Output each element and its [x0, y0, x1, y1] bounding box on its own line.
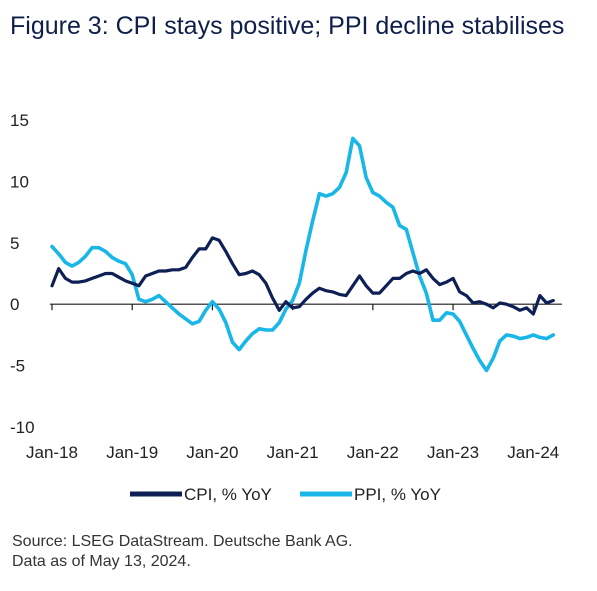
- y-tick-label: -5: [10, 357, 25, 376]
- y-tick-label: 0: [10, 295, 19, 314]
- source-note: Source: LSEG DataStream. Deutsche Bank A…: [12, 532, 353, 572]
- x-tick-marks: [51, 304, 534, 311]
- chart-title: Figure 3: CPI stays positive; PPI declin…: [10, 12, 565, 40]
- series-lines: [50, 136, 556, 373]
- x-tick-label: Jan-21: [267, 443, 319, 462]
- legend: CPI, % YoY PPI, % YoY: [130, 485, 441, 504]
- cpi-series-line: [50, 236, 555, 316]
- y-tick-label: 10: [10, 172, 29, 191]
- legend-item-cpi-label: CPI, % YoY: [184, 485, 272, 504]
- source-line-2: Data as of May 13, 2024.: [12, 553, 191, 570]
- x-tick-labels: Jan-18 Jan-19 Jan-20 Jan-21 Jan-22 Jan-23 Jan-…: [26, 443, 559, 462]
- y-tick-label: 5: [10, 234, 19, 253]
- x-tick-label: Jan-24: [507, 443, 559, 462]
- y-tick-label: 15: [10, 111, 29, 130]
- ppi-series-line: [50, 136, 556, 373]
- x-tick-label: Jan-18: [26, 443, 78, 462]
- x-tick-label: Jan-20: [186, 443, 238, 462]
- x-tick-label: Jan-19: [106, 443, 158, 462]
- y-tick-labels: 15 10 5 0 -5 -10: [10, 111, 35, 437]
- x-tick-label: Jan-22: [347, 443, 399, 462]
- legend-item-ppi-label: PPI, % YoY: [354, 485, 441, 504]
- x-tick-label: Jan-23: [427, 443, 479, 462]
- source-line-1: Source: LSEG DataStream. Deutsche Bank A…: [12, 533, 353, 550]
- y-tick-label: -10: [10, 418, 35, 437]
